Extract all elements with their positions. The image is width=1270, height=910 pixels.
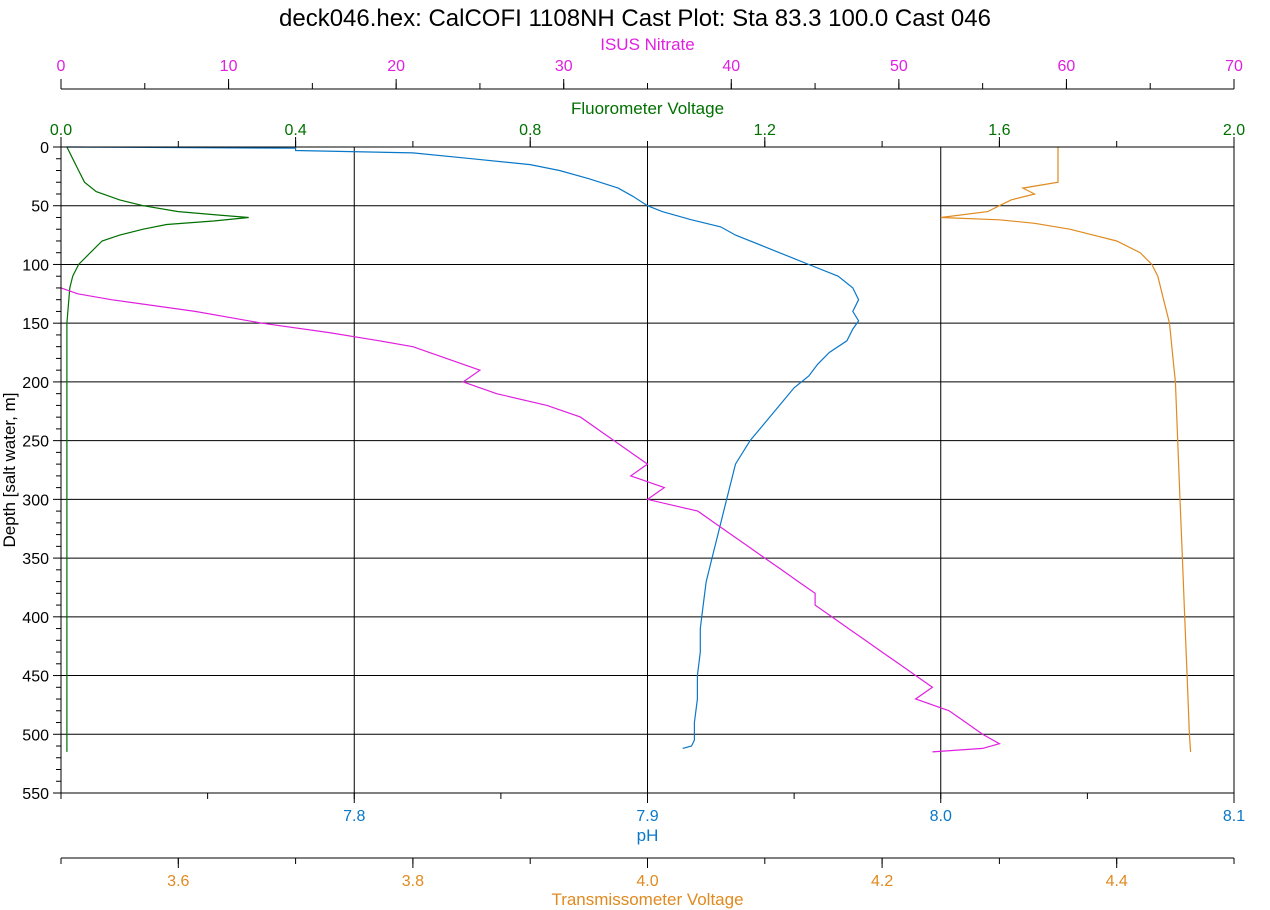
x-axis-title: ISUS Nitrate xyxy=(600,35,694,54)
x-axis-ph: 7.8 7.9 8.0 8.1 pH xyxy=(60,792,1245,845)
series-line-nitrate xyxy=(60,287,1001,753)
y-tick-label: 200 xyxy=(22,375,49,392)
x-tick-label: 30 xyxy=(555,58,573,75)
x-tick-label: 3.8 xyxy=(402,873,424,890)
x-axis-title: pH xyxy=(637,826,659,845)
x-axis-trans: 3.6 3.8 4.0 4.2 4.4 Transmissometer Voltage xyxy=(60,857,1235,909)
x-tick-label: 60 xyxy=(1058,58,1076,75)
y-tick-label: 500 xyxy=(22,727,49,744)
x-tick-label: 7.9 xyxy=(636,808,658,825)
y-axis-title: Depth [salt water, m] xyxy=(0,393,19,548)
x-tick-label: 4.4 xyxy=(1106,873,1128,890)
x-tick-label: 4.0 xyxy=(636,873,658,890)
x-tick-label: 1.6 xyxy=(988,122,1010,139)
series-line-ph xyxy=(66,146,860,749)
y-tick-label: 450 xyxy=(22,669,49,686)
y-tick-label: 100 xyxy=(22,257,49,274)
y-tick-label: 300 xyxy=(22,492,49,509)
series-line-trans xyxy=(940,147,1192,752)
x-tick-label: 7.8 xyxy=(343,808,365,825)
x-tick-label: 0.4 xyxy=(284,122,306,139)
y-tick-label: 0 xyxy=(40,140,49,157)
y-tick-label: 550 xyxy=(22,786,49,803)
x-tick-label: 10 xyxy=(220,58,238,75)
x-tick-label: 3.6 xyxy=(167,873,189,890)
series-line-fluor xyxy=(66,146,249,752)
x-tick-label: 8.0 xyxy=(930,808,952,825)
x-tick-label: 20 xyxy=(387,58,405,75)
chart-title: deck046.hex: CalCOFI 1108NH Cast Plot: S… xyxy=(279,5,991,32)
x-tick-label: 0 xyxy=(57,58,66,75)
x-axis-fluor: 0.0 0.4 0.8 1.2 1.6 2.0 Fluorometer Voltage xyxy=(50,99,1245,148)
x-tick-label: 1.2 xyxy=(754,122,776,139)
y-tick-label: 150 xyxy=(22,316,49,333)
y-tick-label: 400 xyxy=(22,610,49,627)
x-tick-label: 0.0 xyxy=(50,122,72,139)
x-axis-title: Transmissometer Voltage xyxy=(551,890,743,909)
x-tick-label: 8.1 xyxy=(1223,808,1245,825)
x-tick-label: 50 xyxy=(890,58,908,75)
x-tick-label: 2.0 xyxy=(1223,122,1245,139)
x-axis-title: Fluorometer Voltage xyxy=(571,99,724,118)
plot-frame xyxy=(60,146,1235,794)
x-tick-label: 40 xyxy=(722,58,740,75)
y-tick-label: 350 xyxy=(22,551,49,568)
x-tick-label: 4.2 xyxy=(871,873,893,890)
y-tick-label: 50 xyxy=(31,199,49,216)
y-tick-label: 250 xyxy=(22,434,49,451)
x-axis-nitrate: 0 10 20 30 40 50 60 70 ISUS Nitrate xyxy=(57,35,1243,90)
x-tick-label: 0.8 xyxy=(519,122,541,139)
x-tick-label: 70 xyxy=(1225,58,1243,75)
